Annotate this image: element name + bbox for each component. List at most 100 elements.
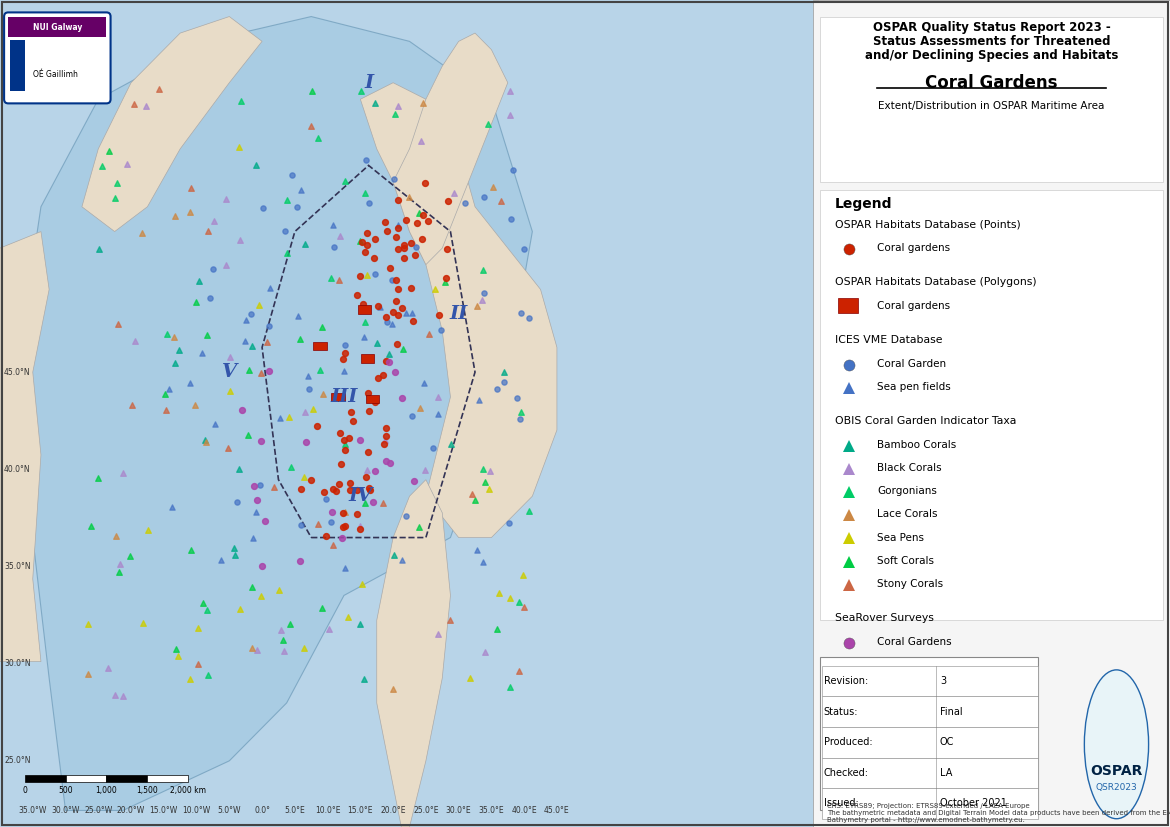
Point <box>394 239 413 252</box>
Text: 45.0°E: 45.0°E <box>544 805 570 815</box>
Point <box>336 347 355 360</box>
Point <box>301 120 319 133</box>
Point <box>503 163 522 176</box>
Point <box>466 493 484 506</box>
Bar <box>823 727 1038 758</box>
Point <box>159 383 178 396</box>
Polygon shape <box>0 0 819 827</box>
Point <box>294 641 312 654</box>
Point <box>232 95 250 108</box>
Point <box>411 401 429 414</box>
Point <box>295 471 314 484</box>
Point <box>336 338 355 351</box>
Point <box>519 504 538 518</box>
Text: CRS: ETRS89; Projection: ETRS89-extended / LAEA Europe: CRS: ETRS89; Projection: ETRS89-extended… <box>827 803 1030 809</box>
Point <box>373 496 392 509</box>
Bar <box>366 395 379 404</box>
Text: Status:: Status: <box>824 706 859 717</box>
Point <box>243 532 262 545</box>
Point <box>250 478 269 491</box>
Point <box>216 192 235 205</box>
Point <box>186 296 205 309</box>
Point <box>125 334 144 347</box>
Point <box>255 514 274 528</box>
Point <box>336 505 355 519</box>
Text: Lace Corals: Lace Corals <box>878 509 938 519</box>
Point <box>108 176 126 189</box>
Point <box>388 193 407 206</box>
Bar <box>820 190 1163 620</box>
Point <box>342 405 360 418</box>
Point <box>392 553 411 566</box>
Point <box>333 520 352 533</box>
Point <box>181 181 200 194</box>
Point <box>170 344 188 357</box>
Text: Coral gardens: Coral gardens <box>878 243 950 253</box>
Polygon shape <box>0 232 49 662</box>
Point <box>369 299 387 313</box>
Bar <box>823 758 1038 788</box>
Point <box>123 398 142 411</box>
Point <box>212 553 230 566</box>
Point <box>166 209 185 222</box>
Bar <box>820 17 1163 182</box>
Point <box>360 481 379 495</box>
Point <box>221 384 240 397</box>
Point <box>101 144 119 157</box>
Point <box>326 484 345 497</box>
Text: Coral Garden: Coral Garden <box>878 359 947 369</box>
Point <box>402 281 421 294</box>
Point <box>438 242 456 256</box>
Point <box>190 275 208 288</box>
Point <box>377 430 395 443</box>
Point <box>271 412 290 425</box>
Point <box>331 457 350 471</box>
Point <box>413 96 432 109</box>
Point <box>247 494 266 507</box>
Point <box>165 331 184 344</box>
Point <box>412 134 431 147</box>
Point <box>297 435 316 448</box>
Circle shape <box>1085 670 1149 819</box>
Point <box>181 544 200 557</box>
Point <box>367 337 386 350</box>
Point <box>242 339 261 352</box>
Text: OSPAR Habitats Database (Points): OSPAR Habitats Database (Points) <box>834 219 1020 229</box>
Point <box>509 664 528 677</box>
Point <box>402 306 421 319</box>
Point <box>82 519 101 533</box>
Point <box>436 272 455 285</box>
Point <box>246 505 264 519</box>
Point <box>415 376 434 390</box>
Point <box>358 226 377 239</box>
Point <box>137 99 156 112</box>
Text: Produced:: Produced: <box>824 737 873 748</box>
Point <box>351 617 370 630</box>
Point <box>475 287 494 300</box>
Point <box>298 369 317 382</box>
Point <box>330 478 349 491</box>
Point <box>260 364 278 377</box>
Text: OC: OC <box>940 737 955 748</box>
Point <box>514 242 532 256</box>
Point <box>442 437 461 451</box>
Point <box>364 495 383 509</box>
Point <box>353 577 372 590</box>
Point <box>322 515 340 528</box>
Point <box>388 99 407 112</box>
Point <box>428 408 447 421</box>
Point <box>204 262 222 275</box>
Text: OBIS Coral Garden Indicator Taxa: OBIS Coral Garden Indicator Taxa <box>834 416 1016 426</box>
Point <box>394 241 413 255</box>
Point <box>181 205 200 218</box>
Point <box>365 251 384 265</box>
Point <box>260 319 278 332</box>
Point <box>417 176 435 189</box>
Point <box>501 84 519 98</box>
Point <box>378 225 397 238</box>
Text: 20.0°W: 20.0°W <box>117 805 145 815</box>
Point <box>269 584 288 597</box>
Point <box>384 306 402 319</box>
Point <box>408 217 427 230</box>
Point <box>349 507 367 520</box>
